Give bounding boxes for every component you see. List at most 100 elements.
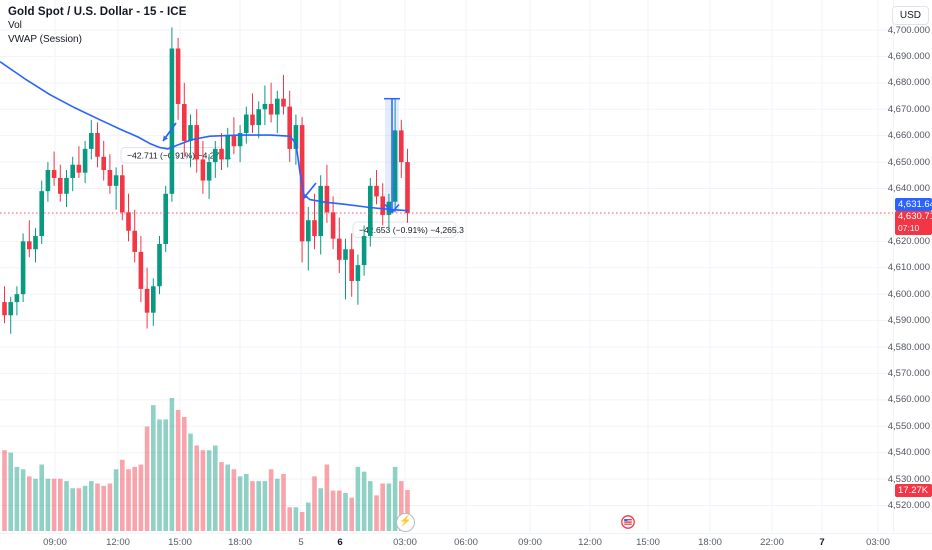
candle-body [268,103,274,115]
last-price-label: 4,630.710 07:10 [895,211,932,236]
candle-body [76,164,82,173]
candle-body [206,162,212,181]
price-tick-label: 4,650.000 [887,156,930,168]
volume-bar [374,495,379,531]
time-tick-label: 5 [298,537,304,548]
candle-body [151,286,156,313]
time-axis[interactable]: 09:00 12:00 15:00 18:00 5 6 03:00 06:00 09:00 12:… [0,533,932,550]
volume-bar [368,481,373,531]
volume-bar [330,490,336,531]
volume-bar [107,483,113,531]
candle-body [312,220,317,237]
candle-body [39,191,44,237]
volume-bar [194,445,199,531]
arrow-head [303,193,309,199]
price-tick-label: 4,660.000 [887,130,930,142]
volume-bar [188,433,193,531]
volume-bar [70,488,75,531]
volume-bar [45,478,51,531]
price-tick-label: 4,610.000 [887,262,930,274]
candle-body [132,230,137,252]
candle-body [244,114,249,134]
price-tick-label: 4,690.000 [887,50,930,62]
candle-body [405,162,410,214]
candle-body [64,177,69,194]
volume-bar [386,483,392,531]
volume-value-label: 17.27K [895,483,932,497]
volume-bar [299,512,305,531]
symbol-title[interactable]: Gold Spot / U.S. Dollar - 15 - ICE [8,6,187,18]
candle-body [194,125,199,160]
candle-body [45,170,51,192]
price-tick-label: 4,580.000 [887,341,930,353]
time-tick-label: 7 [819,537,825,548]
volume-bar [262,481,268,531]
time-tick-label: 09:00 [43,537,67,548]
measure-label-box[interactable] [352,221,457,238]
volume-bar [380,483,385,531]
candle-body [368,185,373,237]
volume-bar [349,497,354,531]
volume-bar [33,478,38,531]
candle-body [337,238,342,260]
vwap-indicator-label[interactable]: VWAP (Session) [8,33,82,45]
candle-body [138,251,144,289]
price-tick-label: 4,700.000 [887,24,930,36]
candle-body [219,148,224,160]
candle-body [163,193,168,244]
volume-bar [237,476,243,531]
candle-body [120,175,125,213]
chart-legend: Gold Spot / U.S. Dollar - 15 - ICE Vol V… [8,5,186,46]
candle-body [262,103,268,110]
candle-body [349,249,354,281]
volume-bar [82,485,88,531]
candle-body [324,185,330,213]
volume-bar [312,476,317,531]
volume-bar [200,450,206,531]
volume-bar [8,452,13,531]
price-chart-canvas[interactable]: −42.711 (−0.91%) −4,271.1 −42.653 (−0.91%… [0,0,893,533]
time-tick-label: 6 [337,537,343,548]
volume-bar [268,469,274,531]
candle-body [318,185,323,237]
volume-bar [250,481,255,531]
volume-bar [324,464,330,531]
candle-body [27,241,32,250]
volume-bar [337,490,342,531]
economic-event-flag-icon[interactable] [621,515,635,529]
candle-body [95,133,100,157]
price-tick-label: 4,530.000 [887,473,930,485]
price-tick-label: 4,600.000 [887,288,930,300]
volume-indicator-label[interactable]: Vol [8,20,22,32]
volume-bar [120,459,125,531]
candle-body [275,98,280,115]
volume-bar [213,445,218,531]
candle-body [374,185,379,197]
currency-toggle-button[interactable]: USD [891,6,929,25]
volume-bar [256,481,261,531]
vwap-line[interactable] [0,61,409,212]
lightning-realtime-button[interactable]: ⚡ [396,513,415,532]
candle-body [200,159,206,181]
candle-body [287,106,292,149]
volume-bar [95,483,100,531]
candle-body [144,288,150,313]
measure-label-text: −42.653 (−0.91%) −4,265.3 [359,225,464,235]
candle-body [107,170,113,186]
volume-bar [76,488,82,531]
volume-bar [89,481,94,531]
volume-bar [163,419,168,531]
candle-body [2,302,7,316]
volume-bar [126,469,131,531]
volume-bar [58,478,63,531]
price-axis[interactable]: USD 4,631.646 4,630.710 07:10 17.27K 4,7… [888,0,932,533]
candle-body [237,133,243,147]
volume-bar [39,464,44,531]
candle-body [213,148,218,163]
candle-body [281,98,286,107]
price-tick-label: 4,680.000 [887,77,930,89]
candle-body [306,220,311,242]
volume-bar [275,478,280,531]
volume-bar [151,405,156,531]
